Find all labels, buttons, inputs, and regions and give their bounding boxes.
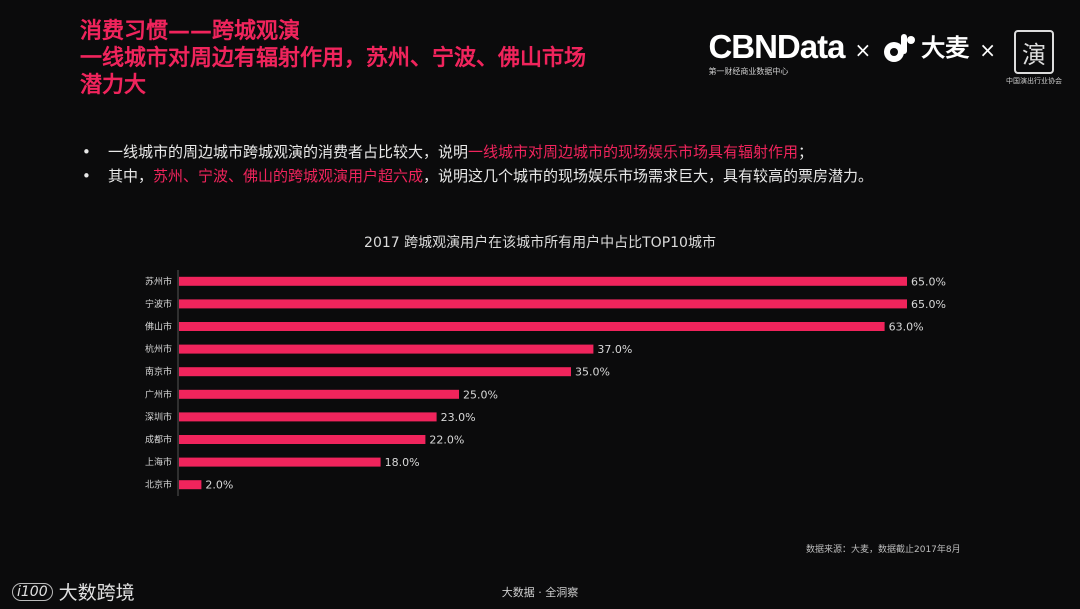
bar <box>179 435 426 444</box>
bullet-1-text: 一线城市的周边城市跨城观演的消费者占比较大，说明 <box>108 143 469 161</box>
cbndata-name: CBNData <box>708 28 845 65</box>
watermark-text: 大数跨境 <box>58 582 135 604</box>
title-line-3: 潜力大 <box>80 73 147 98</box>
bar <box>179 322 885 331</box>
category-label: 北京市 <box>145 479 172 491</box>
bullet-item: • 其中，苏州、宁波、佛山的跨城观演用户超六成，说明这几个城市的现场娱乐市场需求… <box>82 164 1022 188</box>
category-label: 苏州市 <box>145 275 172 287</box>
bar <box>179 412 437 422</box>
bar <box>179 299 907 309</box>
source-note: 数据来源：大麦，数据截止2017年8月 <box>806 545 961 555</box>
bar <box>179 367 571 377</box>
damai-name: 大麦 <box>921 34 970 62</box>
bullet-2-text: 其中， <box>108 167 154 185</box>
cbndata-sub: 第一财经商业数据中心 <box>708 67 789 76</box>
value-label: 23.0% <box>441 411 476 424</box>
bar <box>179 389 459 399</box>
times-separator-1: × <box>854 38 872 62</box>
value-label: 18.0% <box>385 456 420 469</box>
association-logo: 演 中国演出行业协会 <box>1006 30 1062 86</box>
bar <box>179 344 594 354</box>
category-label: 宁波市 <box>145 298 172 310</box>
bullet-2-end: ，说明这几个城市的现场娱乐市场需求巨大，具有较高的票房潜力。 <box>423 167 874 185</box>
category-label: 佛山市 <box>145 321 172 333</box>
value-label: 2.0% <box>205 479 233 492</box>
bar <box>179 276 907 286</box>
bar <box>179 457 381 467</box>
watermark: i100 大数跨境 <box>12 578 135 605</box>
bullet-2-highlight: 苏州、宁波、佛山的跨城观演用户超六成 <box>153 167 424 185</box>
category-label: 广州市 <box>145 388 172 400</box>
damai-logo: 大麦 <box>881 30 969 66</box>
value-label: 65.0% <box>911 275 946 288</box>
value-label: 25.0% <box>463 388 498 401</box>
association-name: 中国演出行业协会 <box>1006 77 1062 85</box>
value-label: 37.0% <box>597 343 632 356</box>
watermark-icon: i100 <box>12 582 53 601</box>
category-label: 杭州市 <box>145 343 172 355</box>
footer-text: 大数据 · 全洞察 <box>501 586 579 599</box>
bullet-marker: • <box>82 143 91 161</box>
times-separator-2: × <box>979 38 996 62</box>
value-label: 65.0% <box>911 298 946 311</box>
association-seal-icon: 演 <box>1014 30 1054 74</box>
chart-title: 2017 跨城观演用户在该城市所有用户中占比TOP10城市 <box>364 235 716 251</box>
category-label: 成都市 <box>145 434 172 446</box>
cbndata-logo: CBNData 第一财经商业数据中心 <box>708 28 845 77</box>
bar <box>179 480 202 490</box>
value-label: 35.0% <box>575 366 610 379</box>
page-title: 消费习惯——跨城观演 一线城市对周边有辐射作用，苏州、宁波、佛山市场 潜力大 <box>80 18 680 99</box>
bullet-item: • 一线城市的周边城市跨城观演的消费者占比较大，说明一线城市对周边城市的现场娱乐… <box>82 140 1022 164</box>
title-line-1: 消费习惯——跨城观演 <box>80 19 301 44</box>
bullet-list: • 一线城市的周边城市跨城观演的消费者占比较大，说明一线城市对周边城市的现场娱乐… <box>82 140 1022 188</box>
category-label: 深圳市 <box>145 411 172 423</box>
category-label: 南京市 <box>145 366 172 378</box>
category-label: 上海市 <box>145 456 172 468</box>
brand-logos: CBNData 第一财经商业数据中心 × 大麦 × 演 中国演出行业协会 <box>708 30 1062 90</box>
bullet-1-end: ； <box>798 143 814 161</box>
value-label: 22.0% <box>429 434 464 447</box>
value-label: 63.0% <box>889 321 924 334</box>
bullet-1-highlight: 一线城市对周边城市的现场娱乐市场具有辐射作用 <box>468 143 799 161</box>
bullet-marker: • <box>82 167 91 185</box>
damai-icon <box>884 34 916 62</box>
title-line-2: 一线城市对周边有辐射作用，苏州、宁波、佛山市场 <box>80 46 587 71</box>
